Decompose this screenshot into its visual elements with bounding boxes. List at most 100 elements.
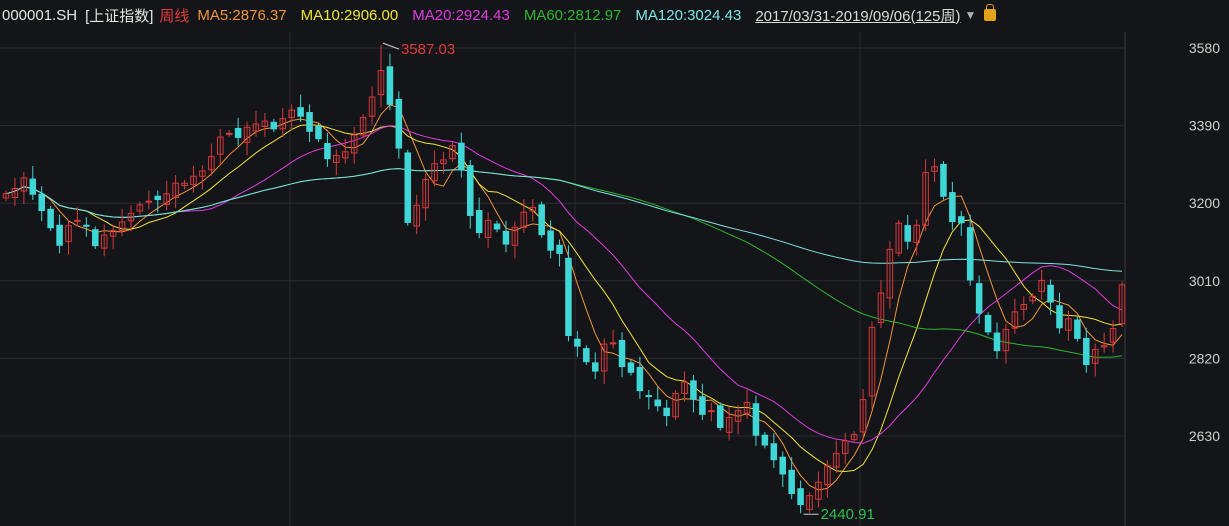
candle-down bbox=[716, 405, 724, 428]
candle-down bbox=[993, 332, 1001, 352]
candle-up bbox=[163, 193, 170, 205]
candle-down bbox=[574, 338, 581, 347]
candle-up bbox=[1065, 318, 1072, 331]
candle-down bbox=[502, 230, 510, 245]
candle-down bbox=[636, 366, 644, 392]
candle-down bbox=[234, 127, 242, 138]
y-tick-label: 3390 bbox=[1189, 118, 1220, 134]
candle-up bbox=[199, 170, 206, 177]
candle-down bbox=[654, 399, 662, 407]
y-tick-label: 2820 bbox=[1189, 350, 1220, 366]
candle-up bbox=[449, 145, 456, 160]
y-tick-label: 3580 bbox=[1189, 40, 1220, 56]
candles bbox=[2, 45, 1126, 514]
extreme-annotations: 3587.03 2440.91 bbox=[382, 41, 875, 523]
candle-up bbox=[359, 116, 367, 136]
lock-icon[interactable] bbox=[984, 4, 997, 21]
candle-up bbox=[868, 326, 876, 397]
candle-up bbox=[440, 159, 447, 165]
candle-down bbox=[547, 230, 554, 251]
candle-down bbox=[38, 193, 45, 212]
y-tick-label: 3200 bbox=[1189, 195, 1220, 211]
chart-header: 000001.SH [上证指数] 周线 MA5:2876.37 MA10:290… bbox=[0, 0, 1229, 30]
candle-up bbox=[279, 118, 287, 130]
candle-up bbox=[922, 172, 929, 226]
date-range[interactable]: 2017/03/31-2019/09/06(125周) bbox=[755, 7, 961, 25]
candle-up bbox=[1002, 328, 1010, 352]
candle-up bbox=[931, 166, 938, 172]
candle-down bbox=[1056, 305, 1063, 329]
candle-up bbox=[261, 120, 269, 127]
candle-down bbox=[645, 395, 653, 398]
candle-down bbox=[618, 339, 626, 368]
candle-up bbox=[1038, 279, 1045, 292]
candle-down bbox=[949, 192, 956, 223]
ma10-label: MA10:2906.00 bbox=[300, 6, 399, 24]
candle-up bbox=[422, 179, 429, 209]
ma60-label: MA60:2812.97 bbox=[523, 6, 622, 24]
candle-up bbox=[609, 342, 617, 345]
y-tick-label: 3010 bbox=[1189, 273, 1220, 289]
moving-average-lines bbox=[5, 104, 1123, 491]
candle-down bbox=[966, 227, 974, 281]
candle-up bbox=[1011, 311, 1019, 329]
candle-up bbox=[511, 226, 519, 246]
ma-line-20 bbox=[5, 125, 1123, 444]
candle-down bbox=[29, 178, 37, 195]
candle-down bbox=[761, 434, 769, 446]
candle-up bbox=[895, 222, 903, 254]
candle-up bbox=[118, 221, 126, 232]
candle-up bbox=[74, 219, 81, 222]
ma120-label: MA120:3024.43 bbox=[635, 6, 742, 24]
candle-up bbox=[20, 177, 28, 192]
candle-up bbox=[913, 224, 920, 243]
candle-up bbox=[413, 204, 420, 227]
candle-up bbox=[252, 123, 260, 132]
candle-up bbox=[341, 151, 349, 159]
candle-down bbox=[663, 407, 670, 417]
candle-down bbox=[690, 380, 697, 400]
period-label[interactable]: 周线 bbox=[159, 7, 190, 25]
candle-down bbox=[538, 204, 545, 236]
candle-down bbox=[583, 348, 590, 363]
ma5-label: MA5:2876.37 bbox=[197, 6, 287, 24]
index-name: [上证指数] bbox=[85, 7, 154, 25]
candle-down bbox=[386, 66, 394, 105]
chevron-down-icon[interactable]: ▼ bbox=[964, 8, 977, 22]
ma-line-10 bbox=[5, 124, 1123, 473]
candle-down bbox=[627, 362, 635, 373]
candle-up bbox=[243, 126, 251, 143]
high-arrow bbox=[382, 42, 400, 50]
candle-up bbox=[1020, 303, 1028, 310]
index-code: 000001.SH bbox=[2, 6, 78, 24]
candle-down bbox=[92, 229, 99, 247]
candle-up bbox=[529, 206, 537, 212]
candle-up bbox=[11, 187, 19, 198]
candle-up bbox=[850, 433, 858, 441]
candle-up bbox=[520, 211, 528, 228]
candle-down bbox=[270, 121, 278, 130]
candle-down bbox=[297, 107, 304, 117]
grid-lines bbox=[0, 32, 1126, 526]
candle-down bbox=[306, 112, 313, 132]
candle-up bbox=[1029, 295, 1036, 302]
candle-down bbox=[404, 152, 412, 223]
candle-down bbox=[984, 315, 992, 333]
low-label: 2440.91 bbox=[821, 506, 875, 523]
candle-down bbox=[56, 224, 63, 246]
candle-down bbox=[591, 362, 599, 372]
candle-up bbox=[225, 132, 233, 135]
candle-up bbox=[2, 193, 10, 199]
candle-down bbox=[770, 443, 778, 461]
candle-up bbox=[859, 399, 867, 433]
candle-down bbox=[788, 469, 795, 495]
candle-up bbox=[708, 410, 715, 413]
candle-up bbox=[886, 248, 894, 299]
candle-down bbox=[752, 403, 760, 436]
candle-up bbox=[815, 481, 822, 500]
candle-up bbox=[877, 292, 885, 323]
ma-line-120 bbox=[5, 168, 1123, 272]
candle-up bbox=[333, 154, 340, 163]
candle-up bbox=[145, 200, 153, 203]
